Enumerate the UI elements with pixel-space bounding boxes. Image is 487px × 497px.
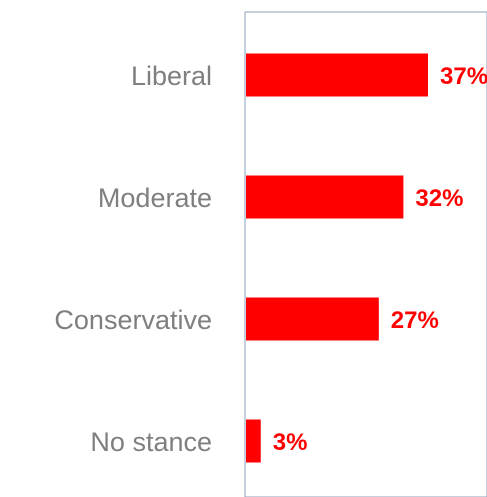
value-labels: 37% 32% 27% 3% (273, 63, 487, 456)
plot-area-frame (244, 11, 487, 497)
value-label: 32% (415, 185, 463, 212)
category-label: Conservative (54, 305, 212, 335)
bar-liberal (246, 53, 428, 97)
bar-conservative (246, 297, 379, 341)
category-label: No stance (90, 427, 212, 457)
category-label: Liberal (131, 61, 212, 91)
value-label: 27% (391, 307, 439, 334)
category-label: Moderate (98, 183, 212, 213)
value-label: 37% (440, 63, 487, 90)
value-label: 3% (273, 429, 308, 456)
bars-layer (246, 53, 428, 463)
bar-no-stance (246, 419, 261, 463)
category-labels: Liberal Moderate Conservative No stance (54, 61, 212, 457)
bar-moderate (246, 175, 404, 219)
